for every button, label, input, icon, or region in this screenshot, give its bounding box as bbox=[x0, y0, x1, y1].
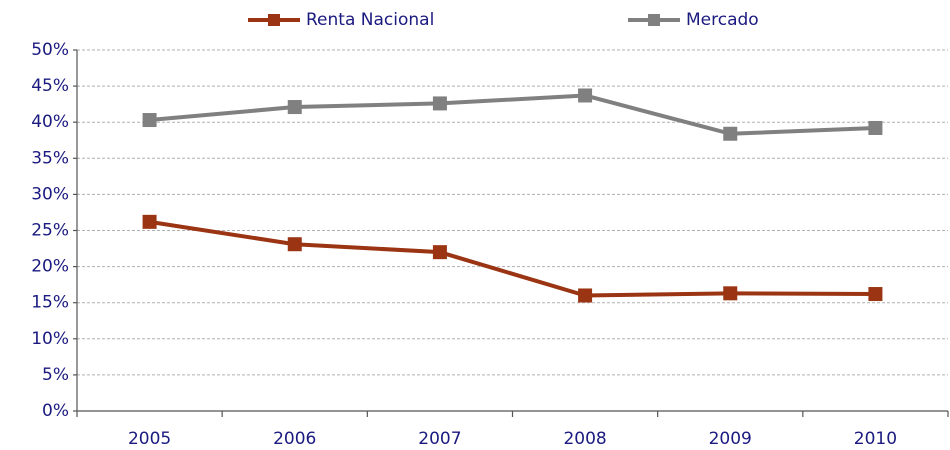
y-tick-label: 50% bbox=[31, 40, 69, 60]
point-marker bbox=[432, 245, 447, 260]
y-tick-label: 40% bbox=[31, 112, 69, 132]
point-marker bbox=[287, 100, 302, 115]
legend-marker bbox=[268, 14, 280, 26]
point-marker bbox=[432, 96, 447, 111]
legend-label: Renta Nacional bbox=[306, 10, 434, 30]
y-tick-label: 20% bbox=[31, 257, 69, 277]
y-tick-label: 45% bbox=[31, 76, 69, 96]
point-marker bbox=[287, 237, 302, 252]
series-line bbox=[149, 93, 876, 136]
x-tick-label: 2007 bbox=[418, 429, 461, 449]
point-marker bbox=[578, 88, 593, 103]
y-tick-label: 10% bbox=[31, 329, 69, 349]
point-marker bbox=[868, 287, 883, 302]
point-marker bbox=[723, 126, 738, 141]
y-tick-label: 35% bbox=[31, 148, 69, 168]
y-tick-label: 0% bbox=[42, 401, 69, 421]
legend-marker bbox=[648, 14, 660, 26]
point-marker bbox=[868, 120, 883, 135]
x-tick-label: 2006 bbox=[273, 429, 316, 449]
legend-label: Mercado bbox=[686, 10, 759, 30]
point-marker bbox=[142, 214, 157, 229]
y-tick-label: 30% bbox=[31, 184, 69, 204]
x-tick-label: 2009 bbox=[709, 429, 752, 449]
point-marker bbox=[142, 113, 157, 128]
point-marker bbox=[723, 286, 738, 301]
point-marker bbox=[578, 288, 593, 303]
x-tick-label: 2010 bbox=[854, 429, 897, 449]
y-tick-label: 25% bbox=[31, 221, 69, 241]
x-tick-label: 2008 bbox=[563, 429, 606, 449]
series-line bbox=[149, 219, 876, 298]
y-tick-label: 15% bbox=[31, 293, 69, 313]
x-tick-label: 2005 bbox=[128, 429, 171, 449]
y-tick-label: 5% bbox=[42, 365, 69, 385]
